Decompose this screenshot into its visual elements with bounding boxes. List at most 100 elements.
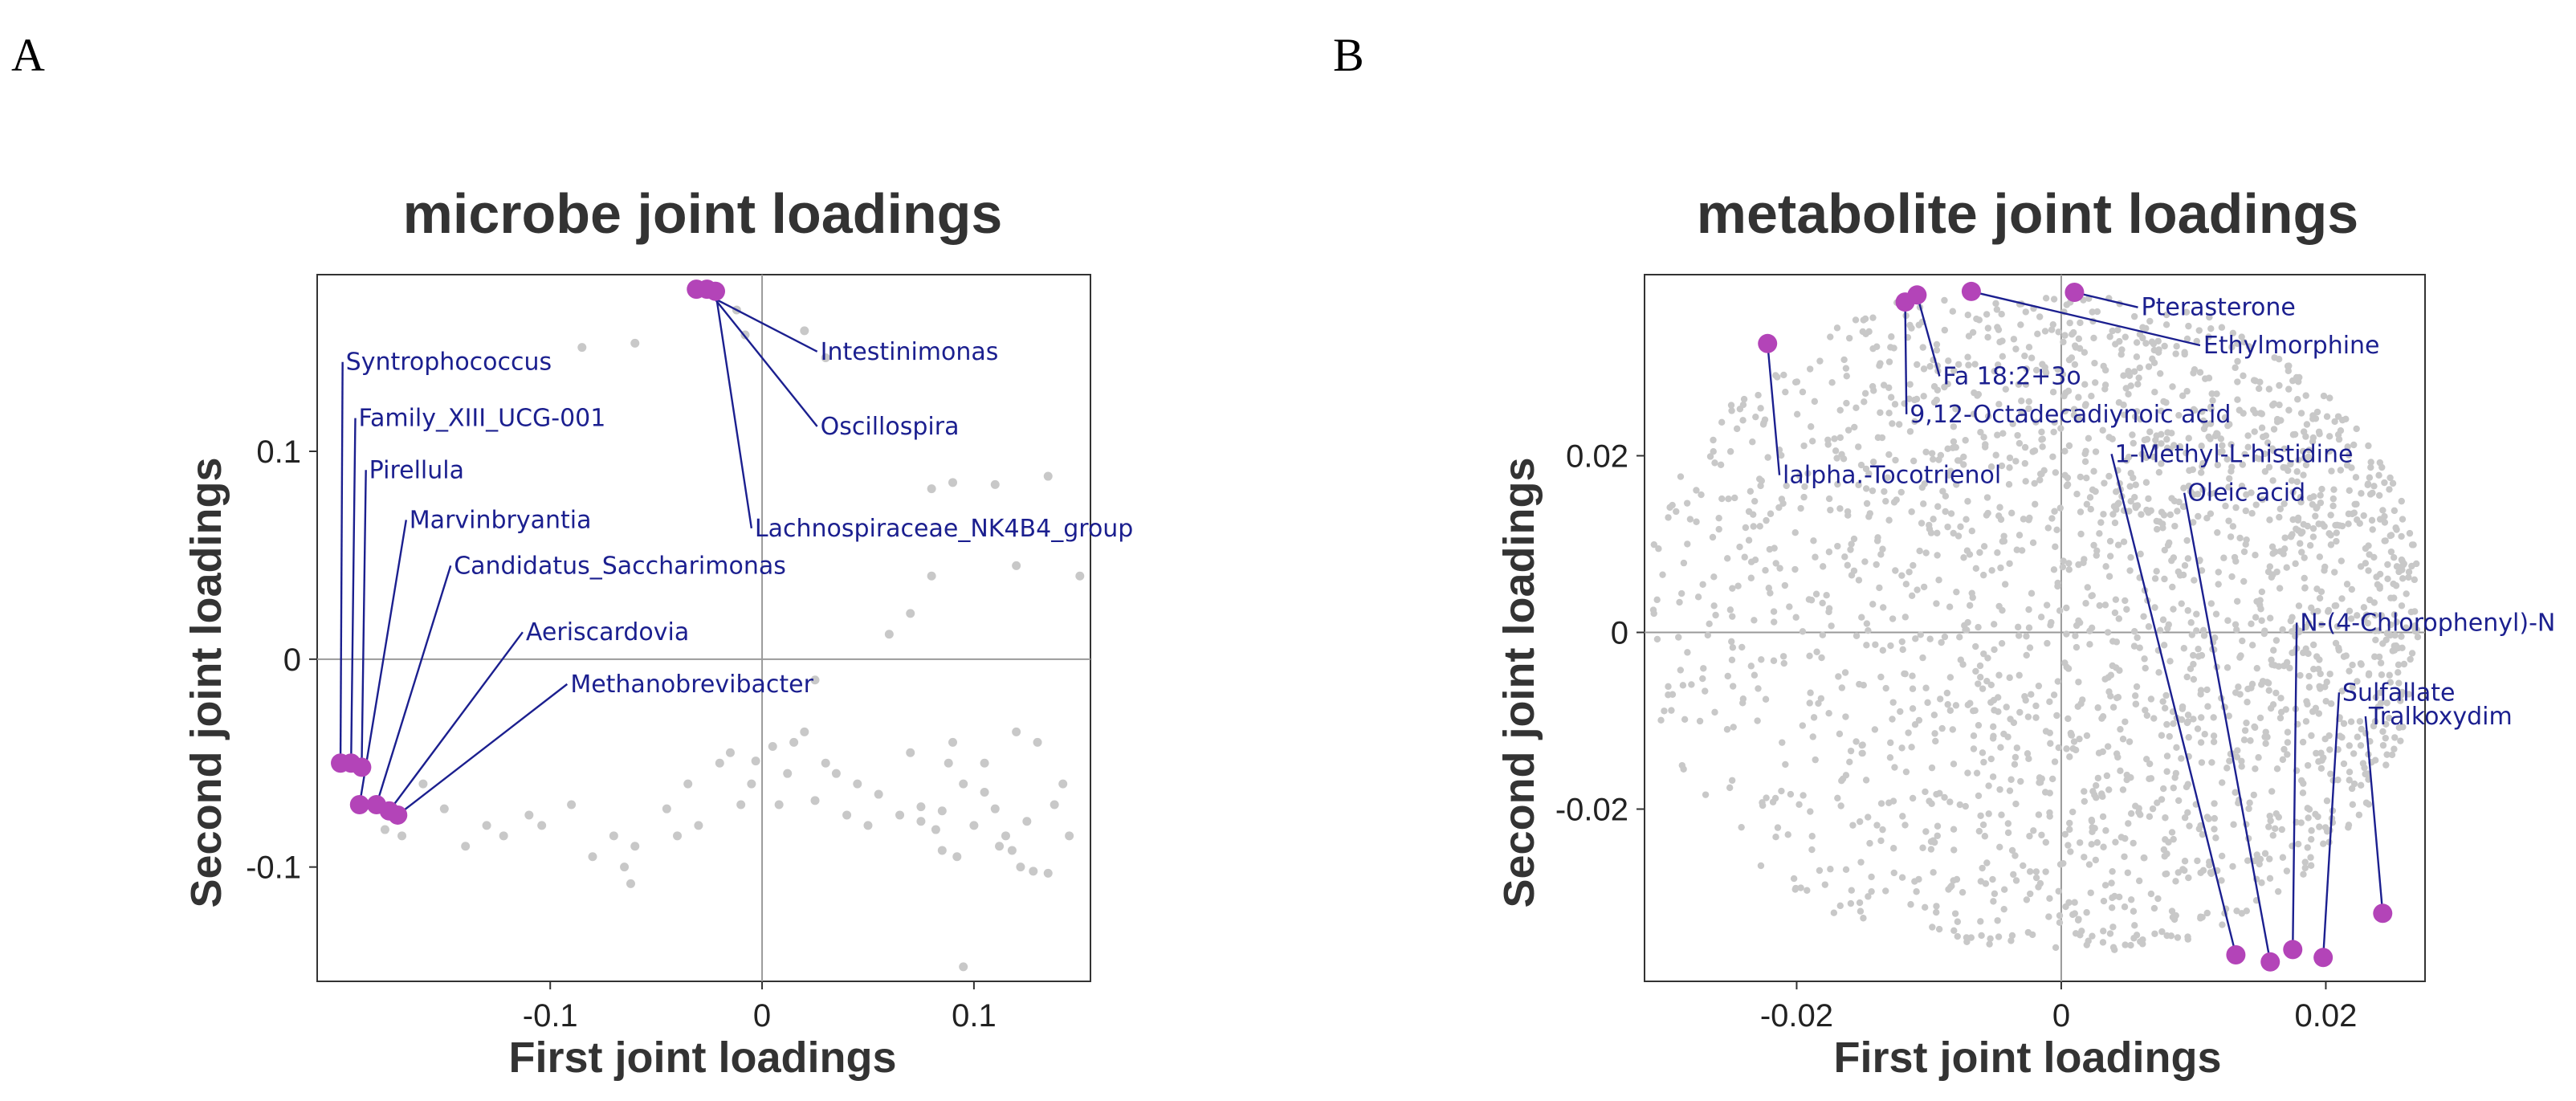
background-point (2168, 829, 2176, 836)
background-point (2131, 494, 2138, 501)
background-point (2072, 930, 2080, 937)
background-point (1806, 652, 1813, 660)
background-point (2256, 860, 2263, 868)
background-point (2042, 369, 2050, 377)
background-point (2000, 905, 2007, 913)
background-point (2292, 623, 2300, 631)
background-point (1941, 296, 1948, 304)
background-point (1990, 898, 1997, 905)
background-point (2141, 655, 2148, 663)
background-point (1977, 428, 1984, 436)
background-point (1909, 685, 1917, 692)
background-point (1852, 316, 1860, 324)
background-point (2357, 742, 2365, 749)
y-tick-label: 0 (283, 642, 301, 678)
background-point (2185, 322, 2192, 330)
background-point (1869, 314, 1877, 321)
background-point (2397, 697, 2404, 704)
background-point (2350, 780, 2358, 788)
leader-line (706, 288, 818, 427)
background-point (1809, 733, 1816, 740)
background-point (747, 779, 756, 789)
background-point (1807, 689, 1814, 696)
background-point (524, 810, 534, 820)
background-point (1993, 306, 2001, 313)
background-point (1879, 646, 1887, 654)
background-point (2205, 433, 2212, 441)
background-point (2233, 626, 2240, 634)
background-point (2270, 426, 2278, 433)
background-point (2149, 805, 2157, 813)
background-point (662, 804, 671, 814)
background-point (2389, 479, 2397, 487)
background-point (1999, 353, 2007, 361)
background-point (1750, 511, 1757, 518)
background-point (1757, 862, 1765, 870)
background-point (1700, 665, 1707, 672)
background-point (1029, 867, 1038, 876)
background-point (1821, 881, 1829, 888)
background-point (1950, 438, 1958, 446)
background-point (1665, 683, 1672, 691)
background-point (2269, 571, 2276, 578)
background-point (1728, 407, 1735, 414)
background-point (2118, 346, 2126, 353)
background-point (1825, 608, 1832, 616)
background-point (1999, 337, 2006, 345)
background-point (1844, 426, 1853, 434)
background-point (2316, 656, 2323, 663)
background-point (1729, 613, 1736, 620)
background-point (2008, 846, 2016, 854)
background-point (1990, 696, 1998, 704)
background-point (2113, 506, 2120, 513)
background-point (2370, 553, 2378, 561)
background-point (2025, 344, 2033, 351)
background-point (2135, 877, 2143, 885)
background-point (2268, 445, 2276, 452)
background-point (2163, 435, 2170, 443)
background-point (2046, 813, 2053, 820)
background-point (2366, 596, 2374, 604)
background-point (1926, 525, 1934, 532)
background-point (2305, 447, 2313, 454)
background-point (2114, 541, 2122, 548)
background-point (537, 821, 547, 830)
background-point (2093, 794, 2100, 801)
background-point (2099, 813, 2107, 821)
background-point (2008, 509, 2016, 517)
background-point (2050, 428, 2057, 436)
background-point (1694, 593, 1702, 601)
background-point (1665, 514, 1672, 521)
background-point (2157, 369, 2164, 377)
background-point (2352, 474, 2360, 481)
background-point (2010, 719, 2018, 727)
background-point (2094, 704, 2101, 712)
background-point (2360, 512, 2367, 520)
background-point (2309, 641, 2317, 649)
background-point (1861, 558, 1869, 565)
background-point (2373, 573, 2380, 581)
background-point (2307, 854, 2314, 861)
background-point (2116, 300, 2123, 308)
background-point (1817, 695, 1825, 702)
background-point (2322, 698, 2329, 705)
background-point (2066, 826, 2073, 834)
background-point (2293, 525, 2300, 532)
background-point (2016, 671, 2023, 679)
background-point (2193, 337, 2200, 345)
background-point (2179, 703, 2187, 711)
background-point (1837, 802, 1844, 809)
background-point (2342, 652, 2350, 659)
background-point (2333, 622, 2342, 630)
background-point (1950, 367, 1958, 374)
background-point (2299, 447, 2307, 455)
background-point (2359, 760, 2367, 767)
background-point (2056, 861, 2064, 868)
background-point (2060, 392, 2068, 400)
background-point (1824, 436, 1832, 443)
background-point (2218, 877, 2225, 884)
background-point (1895, 421, 1903, 428)
background-point (1855, 481, 1862, 489)
background-point (2022, 381, 2030, 389)
background-point (1938, 724, 1946, 732)
